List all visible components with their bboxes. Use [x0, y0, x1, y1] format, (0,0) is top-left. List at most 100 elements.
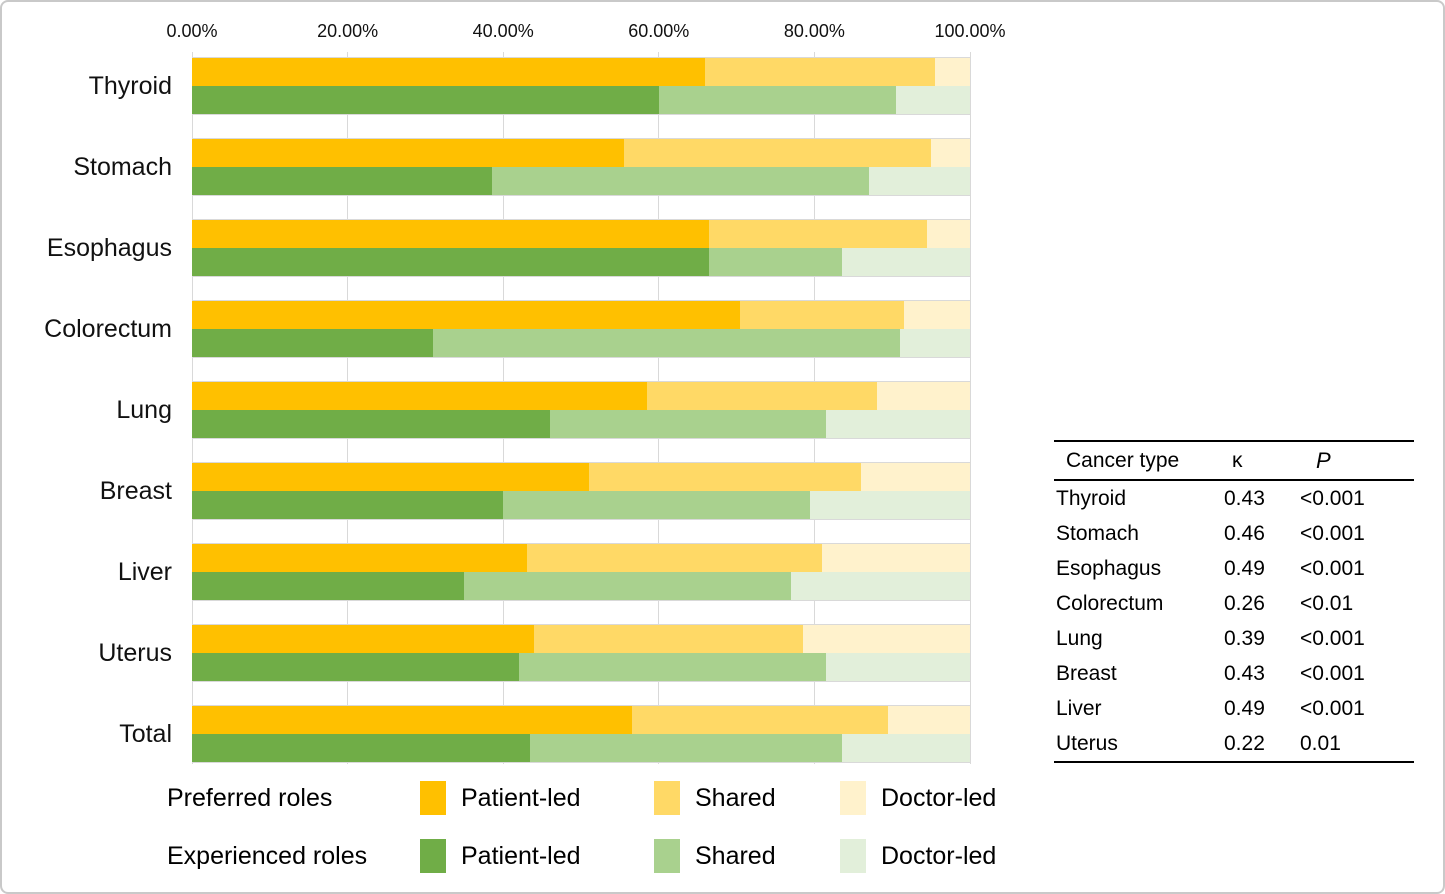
preferred-shared-segment — [709, 220, 928, 248]
preferred-roles-bar — [192, 625, 970, 653]
experienced-roles-bar — [192, 167, 970, 195]
preferred-shared-segment — [631, 706, 889, 734]
x-tick-label: 60.00% — [628, 21, 690, 41]
experienced-doctor-led-segment — [841, 734, 970, 762]
bar-group-lung — [192, 381, 970, 439]
experienced-doctor-led-segment — [896, 86, 970, 114]
plot-area — [191, 52, 971, 764]
preferred-patient-led-segment — [192, 544, 527, 572]
category-label-total: Total — [119, 720, 172, 748]
header-p-value: P — [1316, 447, 1331, 473]
preferred-shared-segment — [647, 382, 877, 410]
legend-item-label: Patient-led — [461, 783, 581, 812]
x-tick-label: 0.00% — [166, 21, 218, 41]
legend-item: Patient-led — [420, 781, 654, 815]
experienced-roles-bar — [192, 572, 970, 600]
experienced-roles-bar — [192, 734, 970, 762]
x-axis-labels: 0.00% 20.00% 40.00% 60.00% 80.00% 100.00% — [166, 18, 1005, 44]
bar-group-total — [192, 705, 970, 763]
experienced-shared-segment — [518, 653, 827, 681]
kappa-table: Cancer type κ P Thyroid 0.43 <0.001 Stomach… — [1054, 440, 1414, 763]
x-tick-label: 80.00% — [783, 21, 845, 41]
cell-p-value: <0.001 — [1300, 661, 1365, 685]
table-row: Colorectum 0.26 <0.01 — [1054, 586, 1414, 621]
cell-kappa: 0.49 — [1224, 696, 1265, 720]
preferred-doctor-led-segment — [861, 463, 970, 491]
bar-group-esophagus — [192, 219, 970, 277]
experienced-roles-bar — [192, 491, 970, 519]
cell-cancer-type: Esophagus — [1056, 556, 1162, 580]
experienced-shared-segment — [530, 734, 842, 762]
preferred-doctor-led-segment — [802, 625, 970, 653]
cell-cancer-type: Breast — [1056, 661, 1117, 685]
legend-row-preferred: Preferred roles Patient-led Shared Docto… — [167, 778, 996, 818]
cell-kappa: 0.46 — [1224, 521, 1265, 545]
experienced-patient-led-segment — [192, 86, 659, 114]
experienced-doctor-led-swatch — [840, 839, 866, 873]
preferred-doctor-led-segment — [931, 139, 970, 167]
cell-kappa: 0.49 — [1224, 556, 1265, 580]
gridline-100 — [969, 52, 971, 764]
category-label-esophagus: Esophagus — [46, 234, 172, 262]
category-label-colorectum: Colorectum — [44, 315, 172, 343]
preferred-patient-led-segment — [192, 625, 535, 653]
table-row: Uterus 0.22 0.01 — [1054, 726, 1414, 762]
preferred-shared-segment — [740, 301, 904, 329]
legend-title-experienced: Experienced roles — [167, 841, 368, 870]
experienced-patient-led-segment — [192, 491, 504, 519]
header-cancer-type: Cancer type — [1066, 448, 1180, 472]
legend-item-label: Doctor-led — [881, 783, 997, 812]
table-row: Thyroid 0.43 <0.001 — [1054, 480, 1414, 516]
experienced-doctor-led-segment — [868, 167, 970, 195]
category-label-uterus: Uterus — [98, 639, 172, 667]
experienced-patient-led-segment — [192, 572, 465, 600]
preferred-roles-bar — [192, 220, 970, 248]
cell-cancer-type: Lung — [1056, 626, 1103, 650]
bar-group-colorectum — [192, 300, 970, 358]
preferred-shared-segment — [705, 58, 935, 86]
preferred-roles-bar — [192, 382, 970, 410]
bar-group-stomach — [192, 138, 970, 196]
cell-kappa: 0.43 — [1224, 486, 1265, 510]
experienced-doctor-led-segment — [841, 248, 970, 276]
cell-p-value: <0.001 — [1300, 696, 1365, 720]
cell-p-value: <0.001 — [1300, 521, 1365, 545]
legend-row-experienced: Experienced roles Patient-led Shared Doc… — [167, 836, 996, 876]
preferred-patient-led-segment — [192, 463, 589, 491]
cell-p-value: 0.01 — [1300, 731, 1341, 755]
experienced-roles-bar — [192, 329, 970, 357]
bar-group-thyroid — [192, 57, 970, 115]
preferred-doctor-led-segment — [888, 706, 970, 734]
category-label-liver: Liver — [117, 558, 172, 586]
table-header-row: Cancer type κ P — [1054, 441, 1414, 480]
experienced-patient-led-segment — [192, 167, 492, 195]
x-tick-label: 20.00% — [317, 21, 379, 41]
bar-group-breast — [192, 462, 970, 520]
experienced-roles-bar — [192, 653, 970, 681]
preferred-shared-segment — [526, 544, 823, 572]
table-row: Breast 0.43 <0.001 — [1054, 656, 1414, 691]
experienced-patient-led-segment — [192, 653, 519, 681]
cell-kappa: 0.26 — [1224, 591, 1265, 615]
preferred-doctor-led-segment — [822, 544, 970, 572]
legend-item: Doctor-led — [840, 781, 996, 815]
experienced-shared-segment — [491, 167, 869, 195]
preferred-doctor-led-swatch — [840, 781, 866, 815]
cell-kappa: 0.39 — [1224, 626, 1265, 650]
preferred-doctor-led-segment — [903, 301, 970, 329]
experienced-shared-segment — [709, 248, 842, 276]
preferred-roles-bar — [192, 544, 970, 572]
cell-kappa: 0.22 — [1224, 731, 1265, 755]
preferred-shared-segment — [623, 139, 932, 167]
experienced-roles-bar — [192, 248, 970, 276]
legend-item: Shared — [654, 781, 840, 815]
table-row: Esophagus 0.49 <0.001 — [1054, 551, 1414, 586]
experienced-doctor-led-segment — [899, 329, 970, 357]
experienced-patient-led-segment — [192, 248, 710, 276]
cell-p-value: <0.001 — [1300, 626, 1365, 650]
preferred-shared-segment — [534, 625, 803, 653]
experienced-roles-bar — [192, 410, 970, 438]
preferred-roles-bar — [192, 139, 970, 167]
legend-item-label: Shared — [695, 841, 776, 870]
